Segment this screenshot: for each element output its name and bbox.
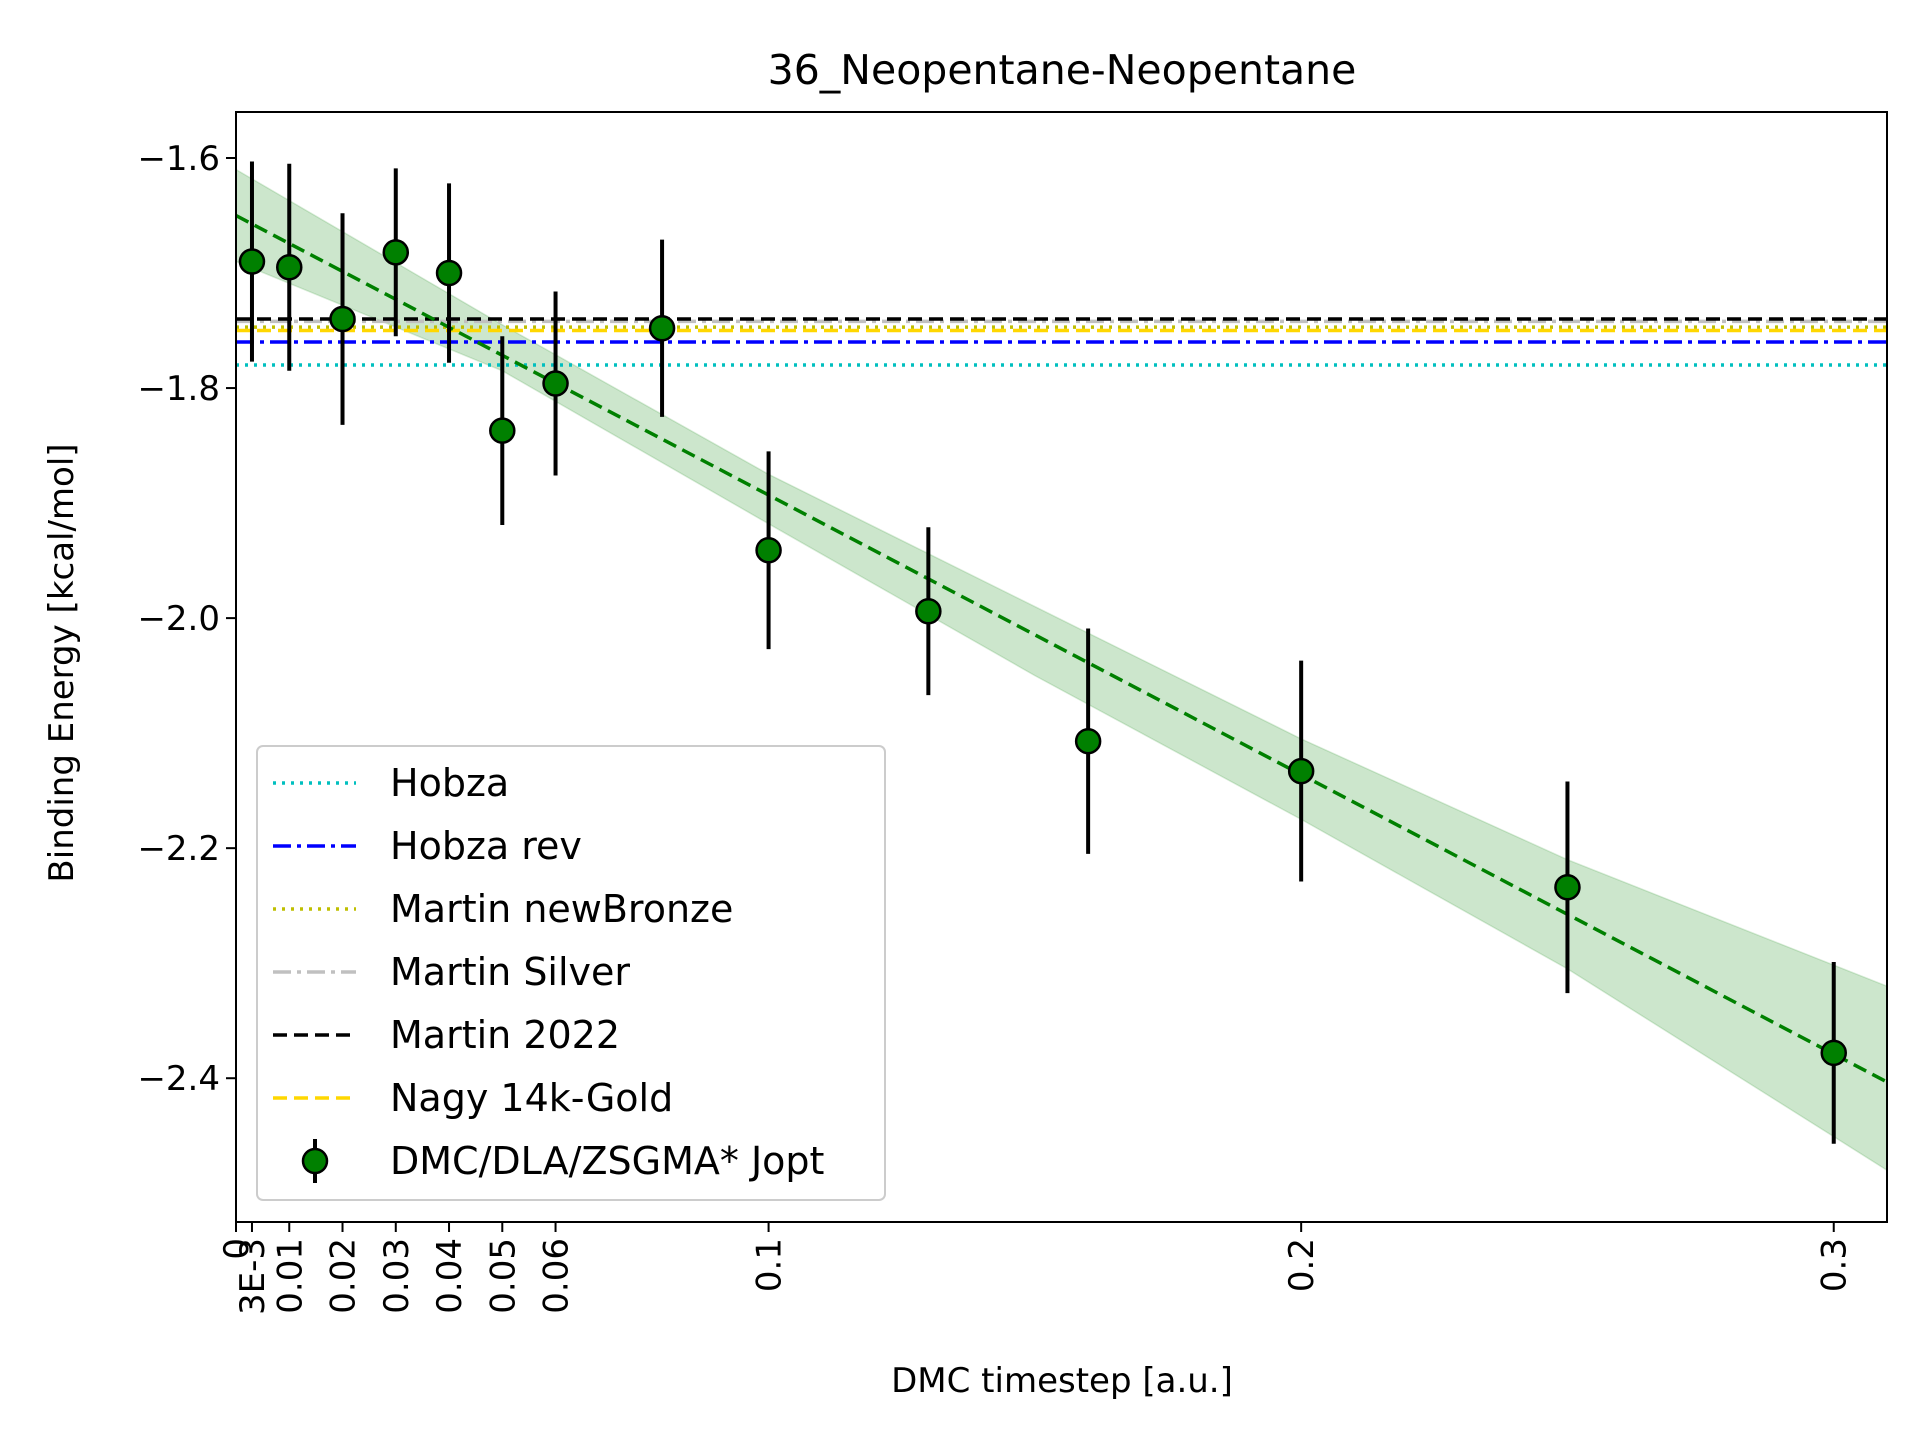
plot-content [236,161,1887,1172]
data-point-2 [329,305,356,333]
x-axis-label: DMC timestep [a.u.] [891,1361,1233,1401]
legend-swatch-marker [301,1147,329,1175]
plot-frame [235,111,1888,1223]
legend-label: DMC/DLA/ZSGMA* Jopt [390,1139,824,1183]
data-point-8 [755,536,782,564]
x-tick-label: 3E-3 [233,1238,273,1315]
legend-label: Hobza rev [390,824,582,868]
data-point-4 [435,259,463,287]
plot-area: 03E-30.01 0.02 0.03 0.04 0.05 0.06 0.1 0.2 0.3 −1… [137,111,1888,1315]
data-point-13 [1820,1039,1847,1067]
y-tick-label: −2.2 [137,829,220,869]
fit-confidence-band [236,168,1887,1172]
legend-label: Hobza [390,761,509,805]
x-tick-label: 0.3 [1815,1238,1855,1292]
legend-label: Nagy 14k-Gold [390,1076,673,1120]
y-tick-label: −1.8 [137,369,220,409]
x-tick-label: 0.01 [270,1238,310,1314]
data-point-11 [1287,757,1315,785]
legend: Hobza Hobza rev Martin newBronze Martin Sil… [256,745,886,1201]
legend-label: Martin newBronze [390,887,733,931]
data-point-7 [648,314,676,342]
data-point-3 [382,239,410,266]
x-tick-label: 0 [217,1238,257,1260]
x-tick-label: 0.04 [430,1238,470,1314]
data-point-5 [489,417,516,444]
fit-line [236,213,1887,1084]
data-point-12 [1554,874,1581,901]
x-tick-label: 0.06 [537,1238,577,1314]
x-tick-label: 0.03 [377,1238,417,1314]
x-tick-label: 0.1 [750,1238,790,1292]
data-point-1 [276,254,303,281]
legend-box [256,745,886,1201]
x-tick-label: 0.02 [324,1238,364,1314]
legend-label: Martin Silver [390,950,630,994]
y-tick-label: −2.0 [137,599,220,639]
x-tick-label: 0.2 [1282,1238,1322,1292]
y-tick-label: −2.4 [137,1059,220,1099]
x-tick-label: 0.05 [483,1238,523,1314]
data-point-10 [1074,727,1102,755]
data-point-0 [238,248,266,275]
y-axis-label: Binding Energy [kcal/mol] [42,443,82,882]
chart-title: 36_Neopentane-Neopentane [768,46,1357,94]
y-tick-label: −1.6 [137,139,220,179]
legend-label: Martin 2022 [390,1013,620,1057]
data-point-9 [915,597,942,625]
data-point-6 [542,370,569,397]
